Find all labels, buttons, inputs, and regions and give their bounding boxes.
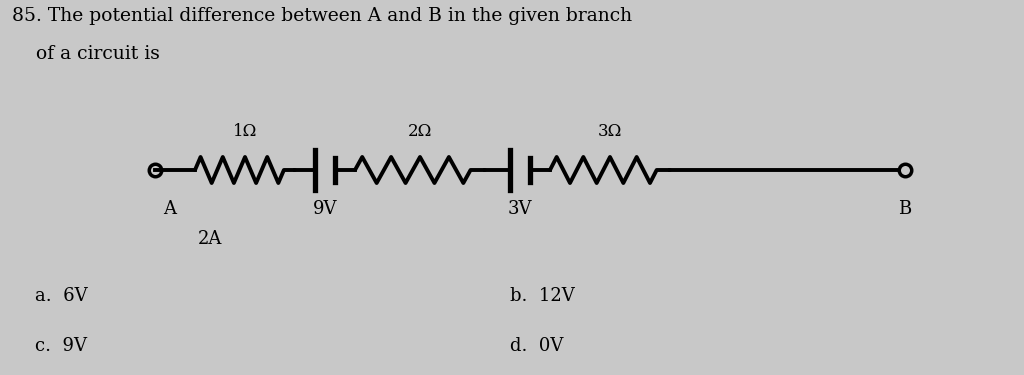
Text: b.  12V: b. 12V: [510, 287, 574, 305]
Text: 9V: 9V: [312, 200, 337, 218]
Text: 3Ω: 3Ω: [598, 123, 623, 140]
Text: B: B: [898, 200, 911, 218]
Text: A: A: [164, 200, 176, 218]
Text: d.  0V: d. 0V: [510, 337, 563, 355]
Text: 85. The potential difference between A and B in the given branch: 85. The potential difference between A a…: [12, 7, 632, 25]
Text: 1Ω: 1Ω: [232, 123, 257, 140]
Text: 3V: 3V: [508, 200, 532, 218]
Text: c.  9V: c. 9V: [35, 337, 87, 355]
Text: of a circuit is: of a circuit is: [12, 45, 160, 63]
Text: 2Ω: 2Ω: [408, 123, 432, 140]
Text: 2A: 2A: [198, 230, 222, 248]
Text: a.  6V: a. 6V: [35, 287, 88, 305]
